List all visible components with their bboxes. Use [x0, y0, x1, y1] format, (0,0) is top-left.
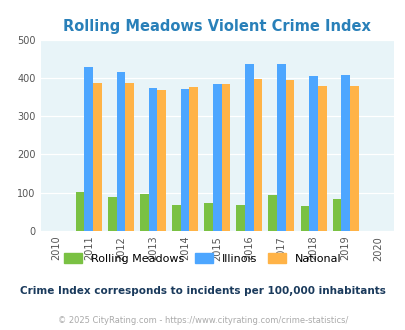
- Bar: [221, 84, 230, 231]
- Bar: [341, 75, 349, 231]
- Bar: [76, 192, 84, 231]
- Bar: [253, 79, 262, 231]
- Bar: [157, 90, 166, 231]
- Bar: [116, 72, 125, 231]
- Bar: [285, 80, 294, 231]
- Bar: [309, 76, 317, 231]
- Bar: [244, 64, 253, 231]
- Bar: [277, 64, 285, 231]
- Bar: [125, 83, 134, 231]
- Title: Rolling Meadows Violent Crime Index: Rolling Meadows Violent Crime Index: [63, 19, 370, 34]
- Bar: [268, 195, 277, 231]
- Bar: [332, 199, 341, 231]
- Bar: [300, 206, 309, 231]
- Bar: [140, 194, 148, 231]
- Bar: [236, 205, 244, 231]
- Bar: [148, 88, 157, 231]
- Text: Crime Index corresponds to incidents per 100,000 inhabitants: Crime Index corresponds to incidents per…: [20, 286, 385, 296]
- Text: © 2025 CityRating.com - https://www.cityrating.com/crime-statistics/: © 2025 CityRating.com - https://www.city…: [58, 316, 347, 325]
- Bar: [189, 87, 198, 231]
- Bar: [108, 197, 116, 231]
- Bar: [93, 83, 102, 231]
- Legend: Rolling Meadows, Illinois, National: Rolling Meadows, Illinois, National: [61, 250, 344, 267]
- Bar: [212, 84, 221, 231]
- Bar: [349, 86, 358, 231]
- Bar: [172, 205, 180, 231]
- Bar: [317, 85, 326, 231]
- Bar: [204, 203, 212, 231]
- Bar: [84, 67, 93, 231]
- Bar: [180, 89, 189, 231]
